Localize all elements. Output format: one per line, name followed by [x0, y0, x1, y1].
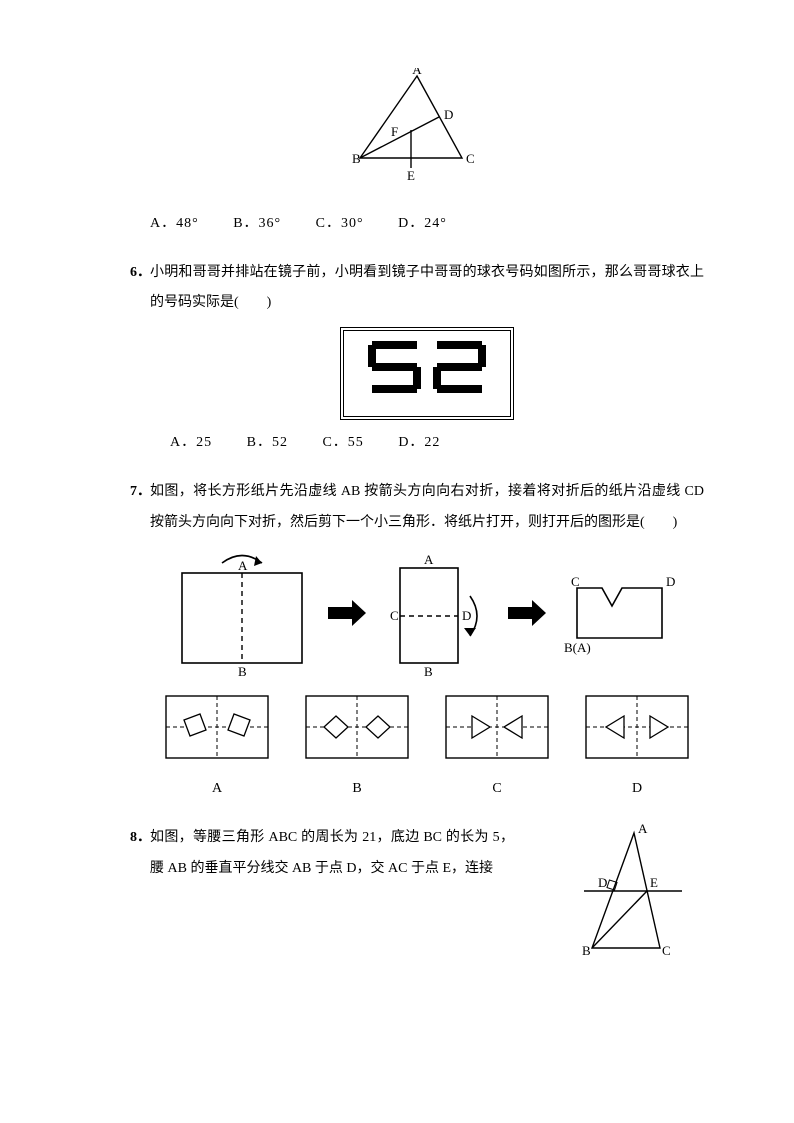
q5-opt-d: D．24° — [398, 216, 447, 231]
svg-text:A: A — [238, 558, 248, 573]
fold-step-1: A B — [172, 548, 312, 678]
q7-num: 7． — [130, 477, 151, 508]
q5-figure-wrap: A B C D E F — [130, 68, 704, 201]
svg-text:D: D — [598, 875, 607, 890]
q6-opt-b: B．52 — [247, 435, 288, 450]
q6-num: 6． — [130, 258, 151, 289]
q7: 7． 如图，将长方形纸片先沿虚线 AB 按箭头方向向右对折，接着将对折后的纸片沿… — [130, 477, 704, 805]
q5-opt-c: C．30° — [316, 216, 364, 231]
svg-text:C: C — [390, 608, 399, 623]
q5-options: A．48° B．36° C．30° D．24° — [150, 209, 704, 240]
q8-text: 如图，等腰三角形 ABC 的周长为 21，底边 BC 的长为 5，腰 AB 的垂… — [150, 823, 514, 885]
q6: 6． 小明和哥哥并排站在镜子前，小明看到镜子中哥哥的球衣号码如图所示，那么哥哥球… — [130, 258, 704, 459]
q7-fold-sequence: A B A B C D — [150, 548, 704, 678]
svg-text:C: C — [662, 943, 671, 958]
arrow-icon-2 — [508, 600, 546, 626]
svg-text:F: F — [391, 124, 398, 139]
q7-ans-d: D — [582, 692, 692, 805]
svg-text:D: D — [666, 574, 675, 589]
svg-text:C: C — [571, 574, 580, 589]
q7-ans-b: B — [302, 692, 412, 805]
svg-text:B(A): B(A) — [564, 640, 591, 655]
svg-text:D: D — [462, 608, 471, 623]
q7-ans-c: C — [442, 692, 552, 805]
svg-text:B: B — [582, 943, 591, 958]
digit-2-mirrored — [362, 339, 492, 395]
q7-text: 如图，将长方形纸片先沿虚线 AB 按箭头方向向右对折，接着将对折后的纸片沿虚线 … — [150, 477, 704, 539]
q5-opt-a: A．48° — [150, 216, 199, 231]
svg-text:A: A — [424, 552, 434, 567]
q8-triangle-diagram: A B C D E — [554, 823, 704, 963]
svg-text:A: A — [638, 823, 648, 836]
svg-text:E: E — [407, 168, 415, 183]
q6-opt-d: D．22 — [398, 435, 440, 450]
q8-num: 8． — [130, 823, 151, 854]
arrow-icon-1 — [328, 600, 366, 626]
svg-text:E: E — [650, 875, 658, 890]
svg-text:C: C — [466, 151, 475, 166]
fold-step-3: C D B(A) — [562, 558, 682, 668]
q7-ans-c-label: C — [492, 774, 501, 805]
q6-opt-c: C．55 — [322, 435, 363, 450]
q7-ans-b-label: B — [352, 774, 361, 805]
mirror-display — [340, 327, 514, 420]
svg-text:B: B — [352, 151, 361, 166]
q5-opt-b: B．36° — [233, 216, 281, 231]
svg-text:A: A — [412, 68, 422, 77]
q7-ans-a-label: A — [212, 774, 222, 805]
q5-triangle-diagram: A B C D E F — [342, 68, 492, 188]
page: A B C D E F A．48° B．36° C．30° D．24° 6． 小… — [0, 0, 794, 1003]
svg-text:B: B — [424, 664, 433, 678]
q8: 8． 如图，等腰三角形 ABC 的周长为 21，底边 BC 的长为 5，腰 AB… — [130, 823, 704, 963]
q7-ans-d-label: D — [632, 774, 642, 805]
q7-ans-a: A — [162, 692, 272, 805]
q6-text: 小明和哥哥并排站在镜子前，小明看到镜子中哥哥的球衣号码如图所示，那么哥哥球衣上的… — [150, 258, 704, 320]
svg-text:D: D — [444, 107, 453, 122]
q6-mirror-figure — [150, 327, 704, 420]
q6-options: A．25 B．52 C．55 D．22 — [170, 428, 704, 459]
q7-answer-row: A B C — [150, 692, 704, 805]
fold-step-2: A B C D — [382, 548, 492, 678]
svg-text:B: B — [238, 664, 247, 678]
q6-opt-a: A．25 — [170, 435, 212, 450]
